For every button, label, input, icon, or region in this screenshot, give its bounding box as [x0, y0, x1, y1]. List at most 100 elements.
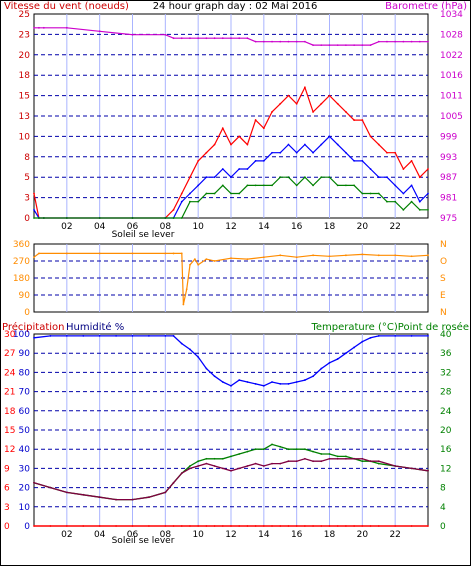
data-point	[418, 40, 421, 43]
data-point	[353, 44, 356, 47]
data-point	[345, 184, 347, 187]
x-tick-label: 16	[291, 530, 303, 540]
data-point	[271, 111, 273, 113]
data-point	[361, 44, 364, 47]
data-point	[98, 252, 101, 255]
data-point	[353, 457, 356, 460]
y2-tick-label: 28	[440, 388, 452, 398]
data-point	[98, 496, 101, 499]
data-point	[271, 40, 273, 43]
data-point	[246, 258, 249, 261]
data-point	[418, 208, 421, 211]
data-point	[33, 256, 35, 259]
data-point	[262, 184, 265, 187]
y2-tick-label: S	[440, 274, 446, 284]
y-tick-label: 10	[19, 132, 31, 142]
y-tick-label: 360	[13, 240, 30, 250]
data-point	[182, 303, 185, 306]
data-point	[320, 102, 323, 105]
data-point	[320, 176, 323, 179]
data-point	[353, 159, 356, 162]
y-tick-label: 100	[13, 330, 30, 340]
data-point	[172, 481, 175, 484]
data-point	[230, 455, 232, 458]
data-point	[336, 358, 339, 360]
data-point	[246, 450, 249, 453]
y-tick-label: 25	[19, 10, 30, 20]
data-point	[336, 102, 339, 105]
data-point	[353, 184, 356, 187]
data-point	[279, 525, 282, 527]
precipitation-axis-title: Précipitation	[2, 321, 65, 333]
y2-tick-label: 987	[440, 173, 457, 183]
data-point	[418, 176, 421, 179]
data-point	[254, 462, 257, 465]
data-point	[279, 151, 282, 154]
data-point	[82, 525, 85, 527]
data-point	[361, 525, 364, 527]
data-point	[98, 217, 101, 219]
data-point	[361, 340, 364, 343]
data-point	[230, 384, 232, 387]
y-tick-label: 3	[24, 194, 30, 204]
data-point	[410, 40, 413, 43]
data-point	[328, 176, 331, 179]
wind-panel: Vitesse du vent (noeuds) 24 hour graph d…	[4, 1, 467, 240]
data-point	[33, 336, 35, 339]
data-point	[328, 361, 331, 364]
y2-tick-label: 40	[440, 330, 452, 340]
data-point	[328, 135, 331, 138]
data-point	[262, 256, 265, 259]
data-point	[221, 184, 224, 187]
data-point	[98, 525, 101, 527]
data-point	[336, 143, 339, 146]
data-point	[427, 40, 429, 43]
data-point	[427, 335, 429, 337]
data-point	[303, 176, 306, 179]
wind-grid	[34, 14, 428, 218]
precip-tick-label: 18	[4, 407, 16, 417]
data-point	[312, 375, 314, 378]
x-tick-label: 04	[94, 530, 106, 540]
x-tick-label: 20	[357, 530, 369, 540]
data-point	[312, 525, 314, 527]
y-tick-label: 0	[24, 308, 30, 318]
x-tick-label: 08	[160, 222, 172, 232]
temperature-grid	[34, 334, 428, 526]
data-point	[320, 460, 323, 463]
y-tick-label: 70	[19, 388, 31, 398]
data-point	[410, 255, 413, 258]
x-tick-label: 18	[324, 530, 336, 540]
data-point	[386, 200, 388, 203]
data-point	[180, 342, 183, 345]
y-tick-label: 0	[24, 214, 30, 224]
data-point	[180, 252, 183, 255]
data-point	[33, 26, 35, 29]
data-point	[33, 481, 35, 484]
data-point	[377, 40, 380, 43]
y-tick-label: 90	[19, 349, 31, 359]
data-point	[402, 192, 405, 195]
data-point	[185, 288, 188, 291]
data-point	[386, 151, 388, 154]
data-point	[38, 252, 40, 255]
data-point	[38, 217, 40, 219]
data-point	[213, 176, 216, 179]
data-point	[287, 94, 290, 97]
data-point	[238, 379, 241, 381]
data-point	[279, 383, 282, 385]
data-point	[213, 37, 216, 40]
data-point	[49, 486, 52, 489]
wind-tick-labels: 0358101315182023259759819879939991005101…	[19, 10, 464, 232]
y2-tick-label: 1028	[440, 30, 463, 40]
y-tick-label: 10	[19, 503, 31, 513]
data-point	[197, 184, 200, 187]
x-tick-label: 14	[258, 222, 270, 232]
data-point	[262, 465, 265, 467]
data-point	[345, 352, 347, 355]
data-point	[172, 208, 175, 211]
data-point	[246, 184, 249, 187]
y2-tick-label: N	[440, 240, 447, 250]
data-point	[205, 525, 208, 527]
temperature-tick-labels: 0102030405060708090100036912151821242730…	[4, 330, 452, 540]
